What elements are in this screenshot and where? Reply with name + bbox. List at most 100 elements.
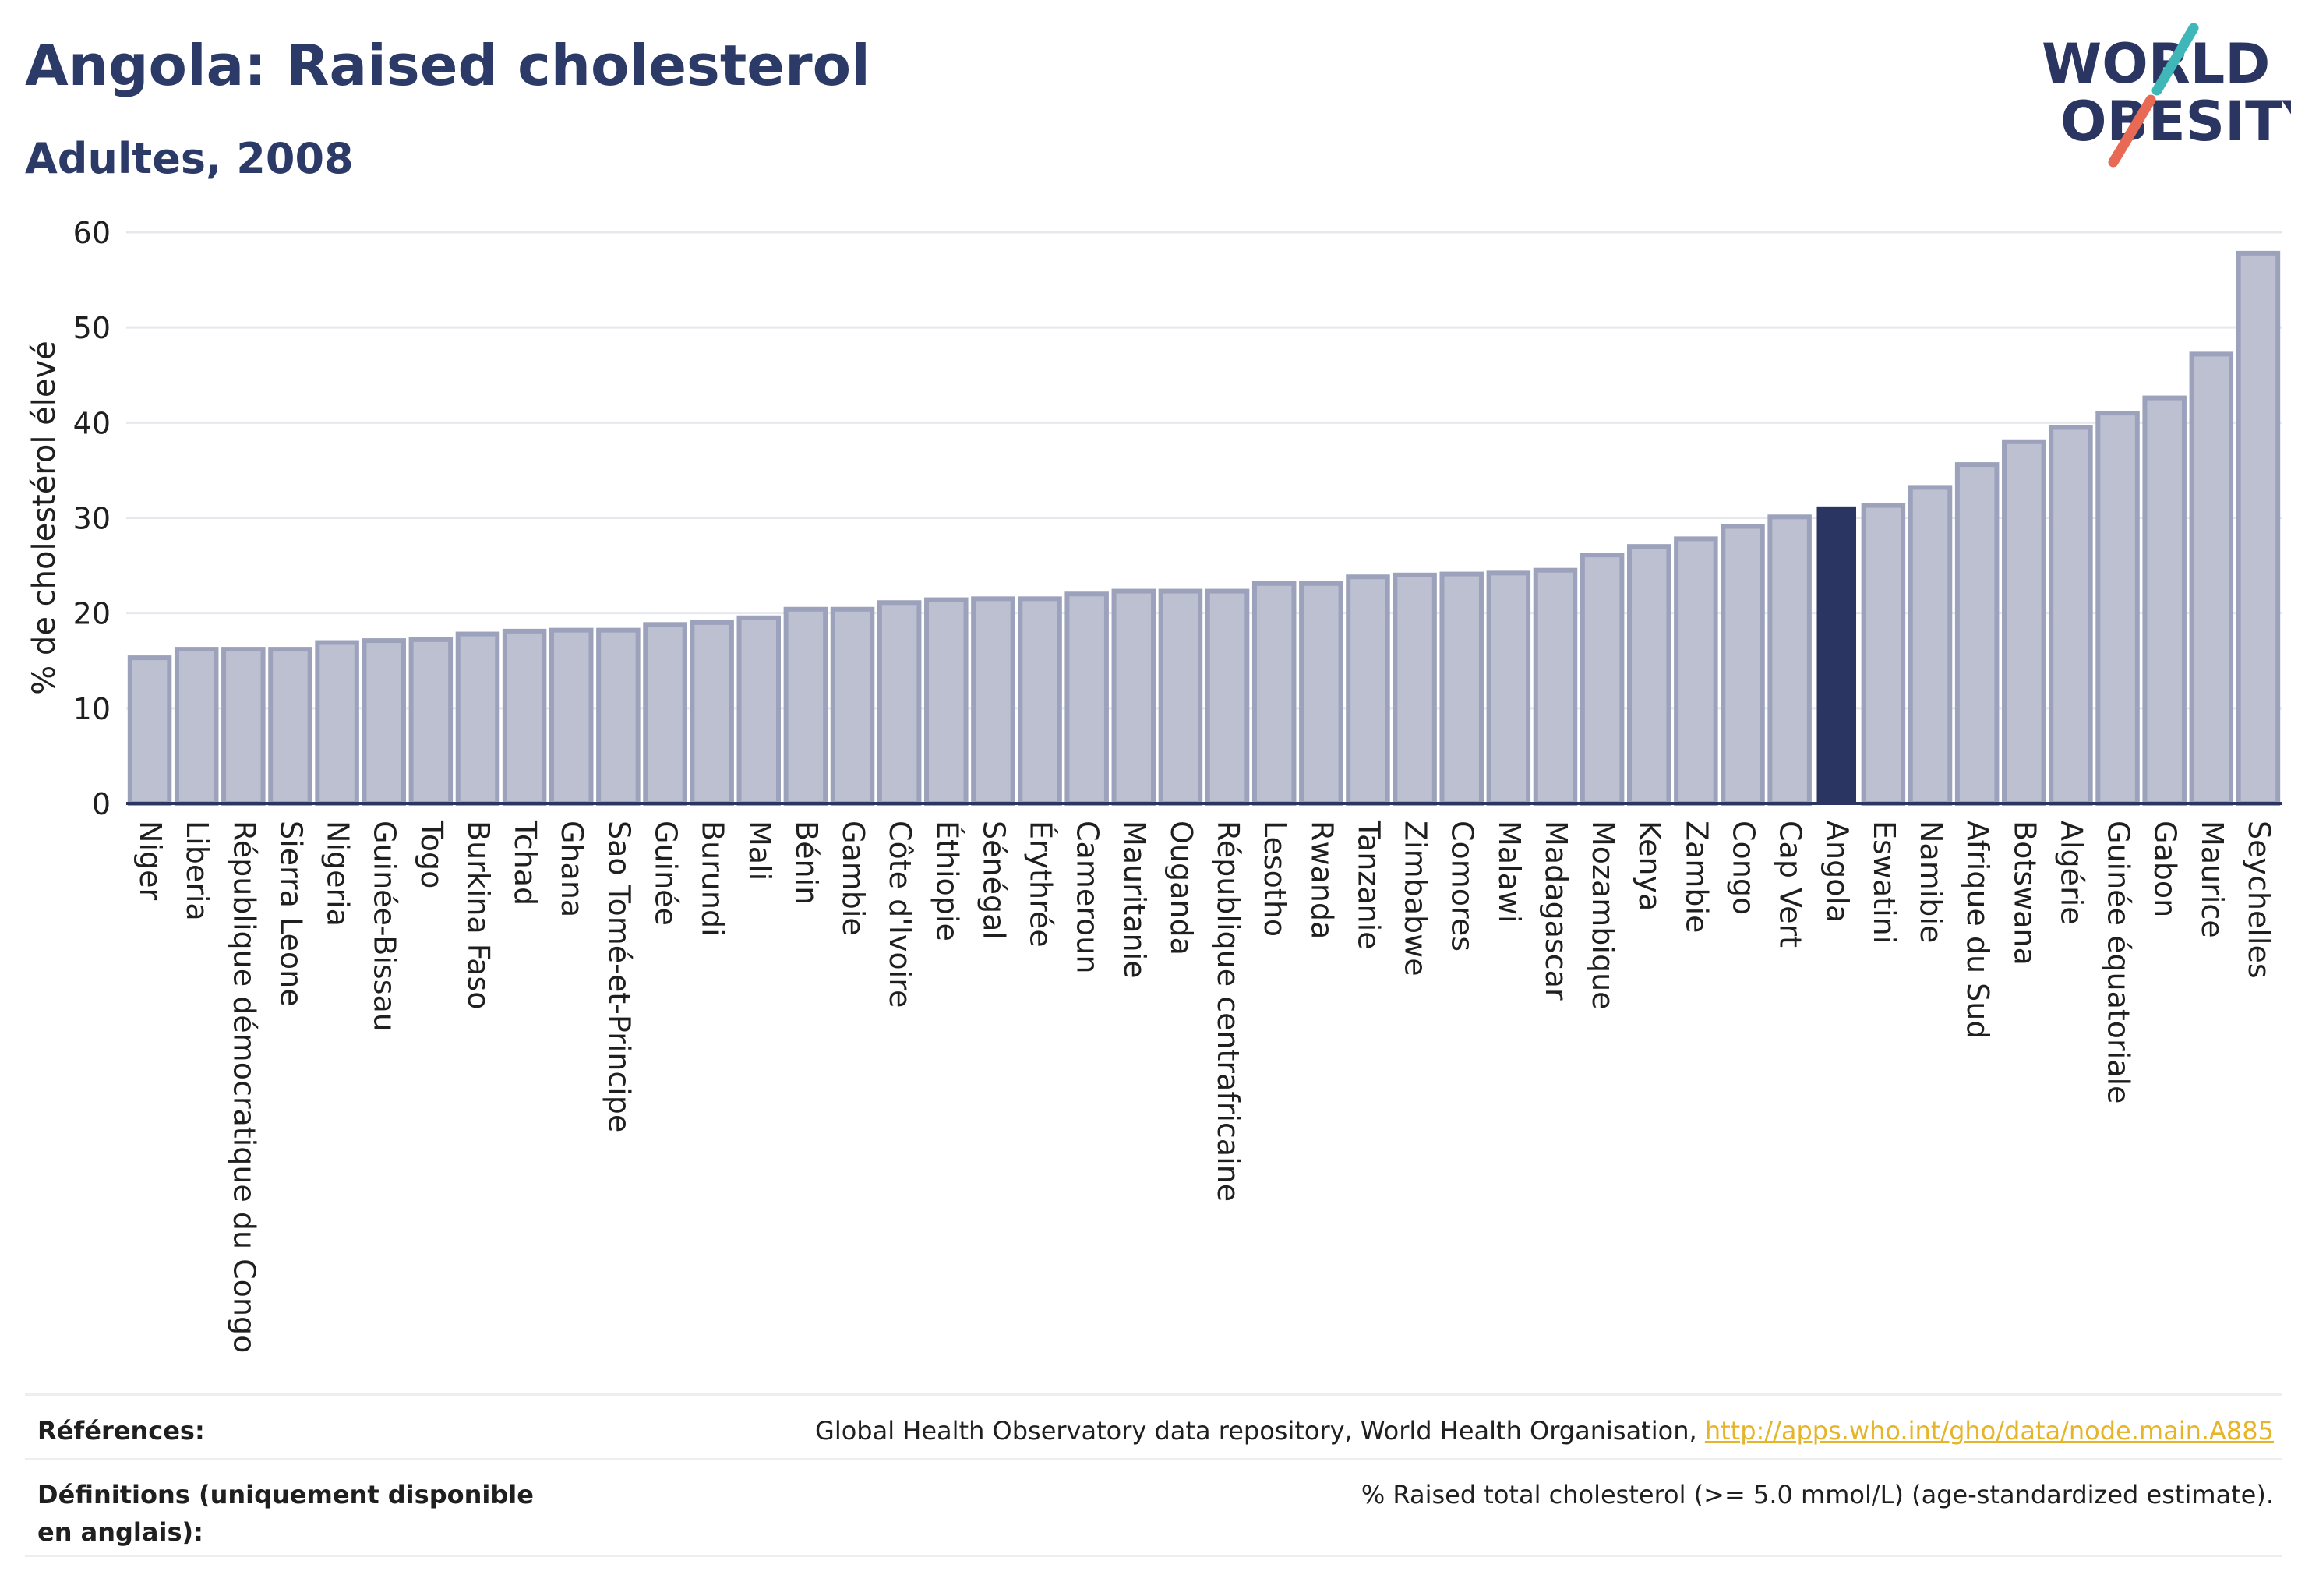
x-tick-label: Guinée équatoriale (2102, 821, 2136, 1103)
bar (1299, 581, 1343, 806)
logo-slash-coral (2108, 94, 2156, 168)
x-tick-label: République centrafricaine (1211, 821, 1245, 1202)
bar (1064, 591, 1109, 806)
bar (127, 655, 172, 807)
x-tick-label: Liberia (180, 821, 214, 921)
bar (1346, 574, 1390, 806)
bar (1861, 503, 1906, 806)
x-tick-label: Kenya (1633, 821, 1667, 911)
bar (502, 628, 547, 807)
bar (174, 647, 219, 807)
references-value: Global Health Observatory data repositor… (815, 1412, 2274, 1449)
references-text: Global Health Observatory data repositor… (815, 1416, 1697, 1446)
bar (1486, 570, 1531, 807)
x-tick-label: Sao Tomé-et-Principe (602, 821, 636, 1132)
bar (783, 606, 828, 807)
y-tick-label: 10 (73, 692, 111, 726)
bar (2189, 351, 2234, 806)
x-tick-label: Ghana (555, 821, 589, 917)
x-tick-label: Botswana (2007, 821, 2042, 966)
definitions-label: Définitions (uniquement disponible en an… (37, 1480, 534, 1547)
bar (1111, 588, 1156, 807)
bar (1816, 506, 1857, 803)
footer-divider-middle (25, 1458, 2282, 1460)
world-obesity-logo: WORLD OBESITY (2042, 23, 2291, 168)
logo-slash-teal (2151, 23, 2199, 96)
bar (1393, 572, 1437, 806)
bar (1251, 581, 1297, 806)
x-tick-label: Gabon (2148, 821, 2183, 917)
bar (1580, 553, 1625, 807)
x-tick-label: Nigeria (321, 821, 355, 927)
x-tick-label: Ouganda (1164, 821, 1198, 955)
x-tick-label: Guinée-Bissau (368, 821, 402, 1032)
bar (830, 606, 875, 807)
x-tick-label: Burkina Faso (461, 821, 496, 1010)
bar (221, 647, 266, 807)
logo-line2: OBESITY (2060, 90, 2291, 154)
x-tick-label: Angola (1820, 821, 1855, 923)
x-tick-label: Mali (743, 821, 777, 881)
x-tick-label: Burundi (696, 821, 730, 937)
chart-title: Angola: Raised cholesterol (25, 33, 870, 98)
bar (1533, 567, 1578, 806)
references-link[interactable]: http://apps.who.int/gho/data/node.main.A… (1704, 1416, 2274, 1446)
bar (643, 622, 687, 806)
x-tick-label: Lesotho (1258, 821, 1292, 937)
bar (2236, 250, 2281, 807)
x-tick-label: Sénégal (976, 821, 1011, 940)
bar (549, 627, 594, 807)
y-tick-label: 0 (92, 787, 111, 821)
bar (362, 638, 406, 806)
x-tick-label: Guinée (649, 821, 683, 926)
x-tick-label: République démocratique du Congo (227, 821, 261, 1353)
x-tick-label: Bénin (789, 821, 824, 905)
x-tick-label: Zimbabwe (1399, 821, 1433, 976)
x-tick-label: Tanzanie (1351, 820, 1385, 950)
bar (2142, 395, 2187, 806)
bar (1674, 536, 1718, 806)
x-tick-label: Congo (1727, 821, 1761, 915)
y-tick-label: 60 (73, 216, 111, 250)
bar (690, 620, 734, 807)
x-tick-label: Mauritanie (1117, 821, 1152, 979)
definitions-value: % Raised total cholesterol (>= 5.0 mmol/… (1361, 1480, 2274, 1509)
bar (2049, 425, 2093, 806)
x-tick-label: Mozambique (1586, 821, 1620, 1010)
bar (1018, 596, 1062, 806)
x-tick-label: Éthiopie (930, 821, 964, 941)
x-tick-label: Sierra Leone (274, 821, 308, 1007)
y-tick-label: 20 (73, 597, 111, 631)
bar (2002, 439, 2046, 806)
bar (455, 631, 500, 806)
x-tick-label: Comores (1445, 821, 1480, 952)
bar (1721, 524, 1765, 806)
bar (1626, 544, 1671, 807)
x-tick-label: Rwanda (1304, 821, 1339, 939)
x-tick-label: Érythrée (1024, 821, 1058, 948)
x-tick-label: Namibie (1914, 821, 1948, 943)
bar (1439, 571, 1484, 806)
bar (924, 597, 969, 807)
x-tick-label: Maurice (2195, 821, 2229, 938)
x-tick-label: Cameroun (1071, 821, 1105, 973)
y-tick-label: 50 (73, 311, 111, 345)
footer-divider-bottom (25, 1555, 2282, 1557)
x-tick-label: Tchad (508, 820, 542, 906)
x-tick-label: Madagascar (1539, 821, 1573, 1001)
x-tick-label: Malawi (1492, 821, 1527, 923)
y-tick-label: 30 (73, 502, 111, 536)
bar (1908, 485, 1953, 806)
bar (315, 640, 359, 806)
bar (2095, 411, 2140, 806)
references-label: Références: (37, 1416, 205, 1446)
bar (1158, 588, 1203, 807)
x-tick-label: Cap Vert (1774, 821, 1808, 948)
x-tick-label: Gambie (836, 821, 870, 936)
x-tick-label: Togo (415, 820, 449, 888)
bar (736, 615, 782, 807)
x-tick-label: Afrique du Sud (1961, 821, 1995, 1039)
x-tick-label: Zambie (1679, 821, 1714, 933)
bar (971, 596, 1015, 806)
chart-subtitle: Adultes, 2008 (25, 134, 354, 183)
